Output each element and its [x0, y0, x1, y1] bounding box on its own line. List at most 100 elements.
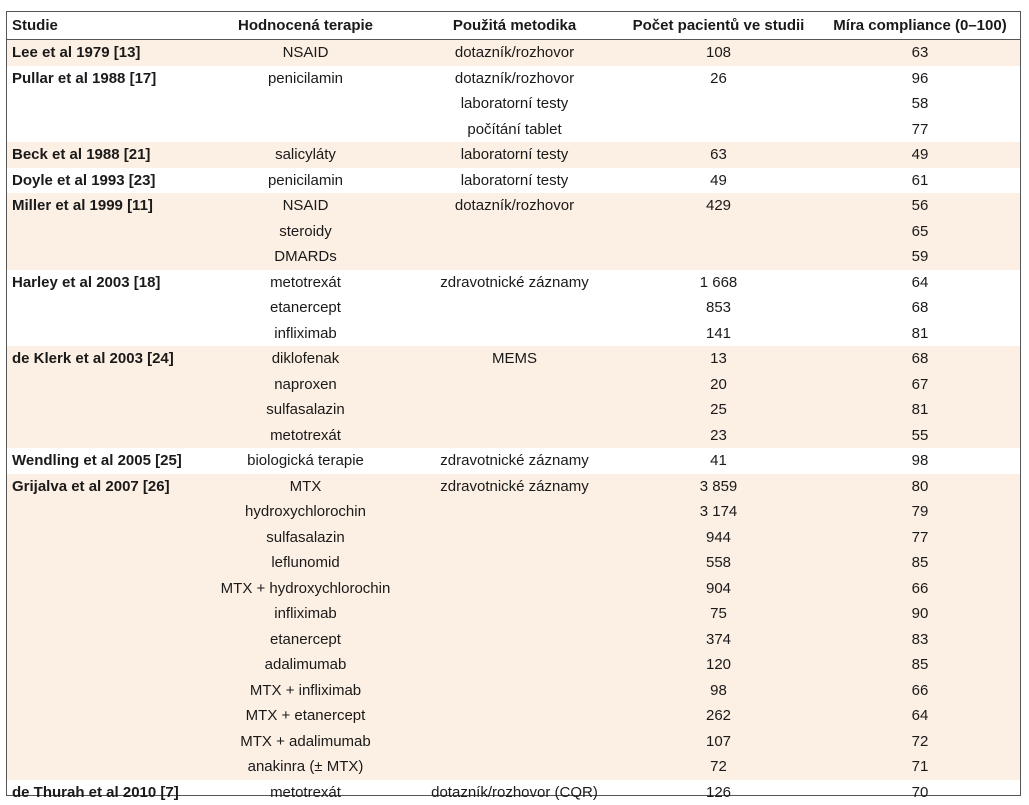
cell-compliance-rate: 64: [820, 703, 1020, 729]
cell-method: [412, 703, 617, 729]
cell-method: [412, 499, 617, 525]
cell-patient-count: 558: [617, 550, 820, 576]
cell-therapy: DMARDs: [199, 244, 412, 270]
cell-therapy: sulfasalazin: [199, 525, 412, 551]
cell-study: [7, 703, 199, 729]
cell-compliance-rate: 72: [820, 729, 1020, 755]
cell-therapy: anakinra (± MTX): [199, 754, 412, 780]
cell-compliance-rate: 59: [820, 244, 1020, 270]
cell-patient-count: 63: [617, 142, 820, 168]
cell-study: [7, 91, 199, 117]
cell-method: [412, 576, 617, 602]
cell-method: [412, 601, 617, 627]
cell-method: [412, 397, 617, 423]
cell-study: [7, 525, 199, 551]
cell-therapy: leflunomid: [199, 550, 412, 576]
cell-compliance-rate: 77: [820, 117, 1020, 143]
cell-study: [7, 627, 199, 653]
cell-compliance-rate: 83: [820, 627, 1020, 653]
cell-compliance-rate: 66: [820, 678, 1020, 704]
cell-patient-count: 20: [617, 372, 820, 398]
cell-study: Grijalva et al 2007 [26]: [7, 474, 199, 500]
header-study: Studie: [7, 12, 199, 40]
cell-patient-count: [617, 244, 820, 270]
cell-compliance-rate: 81: [820, 321, 1020, 347]
cell-study: [7, 219, 199, 245]
cell-method: [412, 550, 617, 576]
cell-method: dotazník/rozhovor (CQR): [412, 780, 617, 805]
cell-therapy: penicilamin: [199, 168, 412, 194]
cell-compliance-rate: 55: [820, 423, 1020, 449]
cell-patient-count: 25: [617, 397, 820, 423]
cell-compliance-rate: 96: [820, 66, 1020, 92]
cell-study: de Thurah et al 2010 [7]: [7, 780, 199, 805]
cell-therapy: salicyláty: [199, 142, 412, 168]
cell-patient-count: 3 174: [617, 499, 820, 525]
cell-study: [7, 652, 199, 678]
cell-method: počítání tablet: [412, 117, 617, 143]
cell-patient-count: 853: [617, 295, 820, 321]
cell-study: Beck et al 1988 [21]: [7, 142, 199, 168]
cell-study: [7, 117, 199, 143]
cell-patient-count: 904: [617, 576, 820, 602]
cell-therapy: penicilamin: [199, 66, 412, 92]
cell-compliance-rate: 79: [820, 499, 1020, 525]
cell-study: [7, 754, 199, 780]
cell-method: [412, 678, 617, 704]
cell-patient-count: [617, 91, 820, 117]
cell-patient-count: 98: [617, 678, 820, 704]
cell-patient-count: 23: [617, 423, 820, 449]
cell-therapy: hydroxychlorochin: [199, 499, 412, 525]
cell-study: [7, 729, 199, 755]
table-row: počítání tablet 77: [7, 117, 1020, 143]
cell-compliance-rate: 61: [820, 168, 1020, 194]
cell-study: [7, 295, 199, 321]
cell-method: dotazník/rozhovor: [412, 193, 617, 219]
table-row: DMARDs 59: [7, 244, 1020, 270]
cell-patient-count: 1 668: [617, 270, 820, 296]
cell-method: zdravotnické záznamy: [412, 448, 617, 474]
cell-therapy: diklofenak: [199, 346, 412, 372]
compliance-table-frame: Studie Hodnocená terapie Použitá metodik…: [6, 11, 1021, 796]
header-count: Počet pacientů ve studii: [617, 12, 820, 40]
cell-method: [412, 372, 617, 398]
cell-therapy: sulfasalazin: [199, 397, 412, 423]
cell-patient-count: 120: [617, 652, 820, 678]
cell-patient-count: 126: [617, 780, 820, 805]
cell-patient-count: 944: [617, 525, 820, 551]
cell-study: [7, 576, 199, 602]
cell-method: laboratorní testy: [412, 91, 617, 117]
cell-patient-count: 3 859: [617, 474, 820, 500]
cell-therapy: biologická terapie: [199, 448, 412, 474]
cell-method: [412, 627, 617, 653]
cell-therapy: naproxen: [199, 372, 412, 398]
cell-compliance-rate: 85: [820, 550, 1020, 576]
cell-therapy: NSAID: [199, 193, 412, 219]
cell-compliance-rate: 68: [820, 295, 1020, 321]
cell-therapy: metotrexát: [199, 270, 412, 296]
cell-therapy: MTX + etanercept: [199, 703, 412, 729]
cell-therapy: infliximab: [199, 601, 412, 627]
cell-study: Pullar et al 1988 [17]: [7, 66, 199, 92]
cell-method: zdravotnické záznamy: [412, 270, 617, 296]
cell-method: laboratorní testy: [412, 142, 617, 168]
cell-patient-count: [617, 219, 820, 245]
cell-compliance-rate: 70: [820, 780, 1020, 805]
cell-patient-count: 141: [617, 321, 820, 347]
cell-therapy: NSAID: [199, 40, 412, 66]
